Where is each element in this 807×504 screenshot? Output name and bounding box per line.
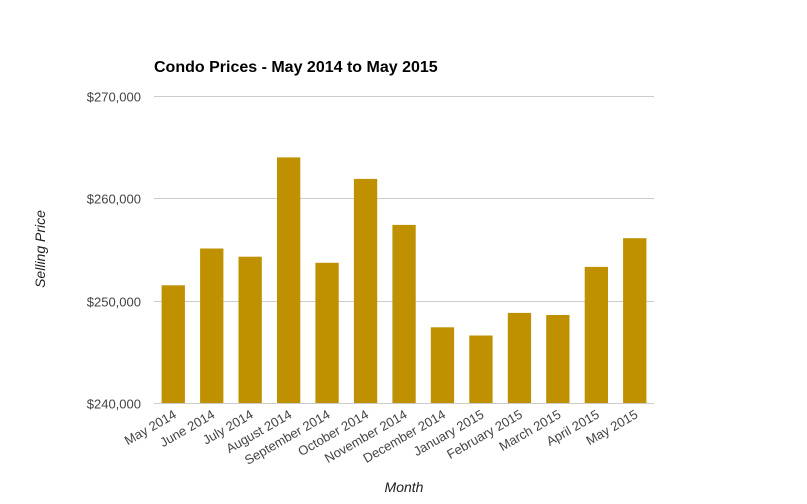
bar [546, 315, 570, 403]
bars [161, 157, 647, 403]
bar [315, 262, 339, 403]
y-tick-label: $250,000 [87, 295, 141, 310]
x-axis-title: Month [385, 479, 424, 495]
chart-title: Condo Prices - May 2014 to May 2015 [154, 59, 438, 76]
y-tick-label: $270,000 [87, 90, 141, 105]
bar [200, 248, 224, 403]
bar [430, 327, 455, 403]
bar [392, 224, 416, 403]
bar [353, 178, 378, 403]
bar [161, 285, 185, 403]
y-tick-label: $240,000 [87, 397, 141, 412]
y-axis-title: Selling Price [32, 210, 48, 288]
y-tick-label: $260,000 [87, 192, 141, 207]
bar [584, 266, 608, 403]
bar [238, 256, 262, 403]
bar [507, 312, 532, 403]
bar [469, 335, 493, 403]
bar [623, 238, 647, 403]
bar [277, 157, 301, 403]
y-axis-tick-labels: $240,000 $250,000 $260,000 $270,000 [87, 90, 141, 412]
gridlines [154, 96, 654, 404]
